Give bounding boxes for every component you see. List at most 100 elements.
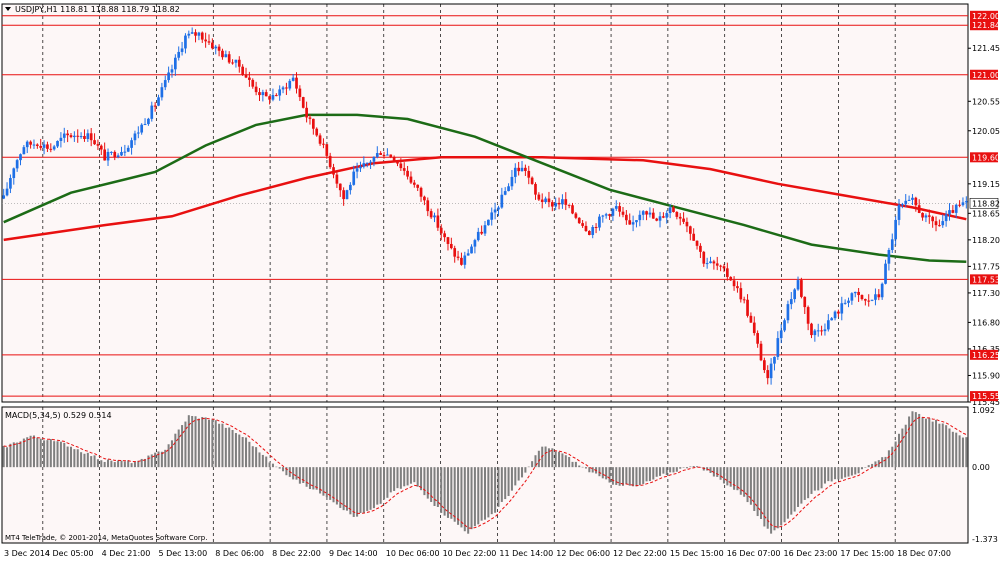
macd-bar [285, 467, 288, 476]
macd-bar [948, 428, 951, 468]
candle-body [217, 46, 221, 51]
candle-body [793, 289, 797, 300]
candle-body [211, 42, 214, 49]
candle-body [298, 88, 302, 98]
macd-bar [117, 460, 120, 468]
macd-bar [480, 467, 483, 521]
candle-body [32, 144, 36, 146]
time-tick-label: 4 Dec 05:00 [45, 549, 94, 558]
macd-bar [322, 467, 325, 496]
macd-bar [531, 461, 534, 468]
candle-body [601, 215, 605, 217]
macd-bar [588, 467, 591, 473]
candle-body [540, 199, 544, 203]
candle-body [66, 133, 69, 136]
candle-body [517, 167, 521, 172]
macd-bar [554, 451, 557, 468]
candle-body [631, 222, 635, 225]
macd-bar [500, 467, 503, 502]
candle-body [934, 221, 938, 226]
macd-bar [699, 467, 702, 468]
macd-bar [665, 467, 668, 475]
macd-bar [73, 449, 76, 468]
candle-body [369, 161, 372, 163]
macd-bar [372, 467, 375, 509]
macd-bar [914, 412, 917, 468]
macd-bar [578, 465, 581, 468]
macd-bar [891, 446, 894, 468]
level-price-tag [970, 349, 998, 360]
macd-signal-line [3, 416, 967, 529]
level-price-label: 122.00 [972, 12, 1000, 21]
macd-bar [813, 467, 816, 491]
candle-body [106, 151, 110, 161]
macd-bar [268, 462, 271, 468]
macd-bar [759, 467, 763, 520]
candle-body [449, 243, 453, 249]
price-tick-label: 120.55 [972, 97, 1000, 106]
macd-tick-label: 0.00 [972, 463, 990, 472]
macd-bar [780, 467, 783, 526]
macd-bar [618, 467, 621, 486]
macd-bar [201, 416, 204, 468]
candle-body [544, 198, 547, 203]
candle-body [493, 209, 497, 213]
macd-tick-label: -1.373 [972, 535, 998, 544]
macd-bar [430, 467, 433, 502]
candle-body [853, 291, 857, 294]
macd-bar [359, 467, 362, 514]
candle-body [715, 263, 719, 266]
candle-body [157, 97, 160, 106]
macd-bar [127, 460, 130, 468]
macd-bar [574, 461, 577, 468]
macd-bar [345, 467, 349, 511]
candle-body [685, 221, 689, 227]
candle-body [964, 201, 968, 203]
candle-body [136, 132, 140, 134]
macd-bar [315, 467, 318, 490]
candle-body [749, 315, 753, 323]
time-tick-label: 12 Dec 06:00 [556, 549, 610, 558]
candle-body [658, 216, 662, 221]
candle-body [234, 59, 238, 63]
time-tick-label: 9 Dec 14:00 [329, 549, 378, 558]
macd-bar [96, 459, 99, 468]
candle-body [382, 154, 386, 156]
macd-bar [473, 467, 476, 527]
macd-bar [241, 437, 244, 468]
macd-bar [426, 467, 429, 499]
price-tick-label: 116.35 [972, 345, 1000, 354]
candle-body [19, 154, 22, 161]
level-price-tag [970, 69, 998, 80]
candle-body [214, 46, 218, 49]
macd-bar [803, 467, 806, 500]
candle-body [651, 212, 655, 219]
candle-body [268, 96, 271, 100]
macd-bar [396, 467, 399, 489]
candle-body [776, 338, 780, 357]
macd-bar [214, 420, 217, 468]
macd-bar [773, 467, 776, 531]
candle-body [927, 215, 931, 217]
macd-bar [261, 454, 264, 468]
candle-body [110, 151, 113, 153]
macd-bar [29, 435, 32, 468]
dropdown-arrow-icon[interactable] [5, 7, 11, 11]
macd-bar [302, 467, 305, 484]
macd-bar [746, 467, 749, 503]
candle-body [513, 167, 517, 177]
level-price-tag [970, 274, 998, 285]
candle-body [611, 208, 615, 216]
macd-bar [369, 467, 372, 510]
candle-body [352, 171, 356, 185]
candle-body [25, 141, 29, 148]
macd-bar [150, 454, 153, 468]
macd-bar [477, 467, 480, 525]
macd-bar [766, 467, 769, 529]
macd-bar [537, 450, 540, 468]
candle-body [635, 220, 638, 223]
macd-bar [490, 467, 493, 515]
grid-layer [42, 4, 896, 543]
macd-bar [362, 467, 365, 513]
